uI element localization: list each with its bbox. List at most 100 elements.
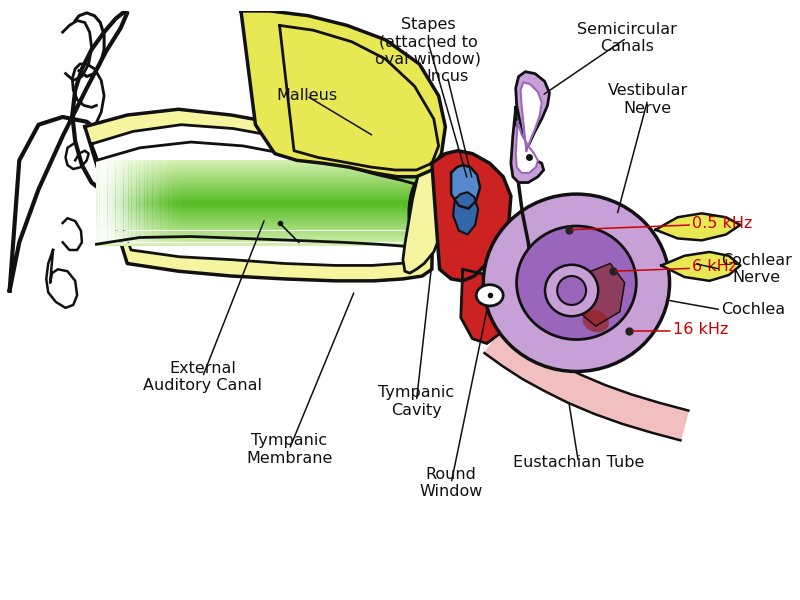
Polygon shape [241, 11, 446, 177]
Text: Semicircular
Canals: Semicircular Canals [577, 22, 677, 54]
Bar [96, 169, 422, 170]
Bar [118, 160, 120, 244]
Bar [180, 160, 183, 244]
Polygon shape [521, 82, 542, 151]
Polygon shape [10, 11, 127, 290]
Bar [190, 160, 193, 244]
Ellipse shape [483, 194, 670, 371]
Bar [191, 160, 194, 244]
Circle shape [557, 276, 586, 305]
Polygon shape [662, 252, 740, 281]
Bar [96, 229, 422, 230]
Bar [96, 230, 422, 232]
Bar [122, 160, 125, 244]
Polygon shape [485, 328, 688, 440]
Bar [174, 160, 177, 244]
Bar [137, 160, 139, 244]
Bar [96, 167, 422, 169]
Polygon shape [451, 165, 480, 209]
Bar [188, 160, 191, 244]
Bar [96, 215, 422, 217]
Bar [96, 191, 422, 193]
Bar [96, 174, 422, 176]
Bar [96, 172, 422, 174]
Ellipse shape [545, 265, 598, 316]
Bar [127, 160, 130, 244]
Bar [103, 160, 106, 244]
Bar [96, 182, 422, 184]
Bar [143, 160, 146, 244]
Bar [145, 160, 147, 244]
Text: 6 kHz: 6 kHz [692, 259, 738, 274]
Bar [96, 179, 422, 181]
Bar [96, 217, 422, 218]
Ellipse shape [476, 285, 503, 306]
Text: Incus: Incus [426, 69, 469, 84]
Bar [156, 160, 158, 244]
Bar [102, 160, 104, 244]
Bar [96, 160, 99, 244]
Bar [116, 160, 118, 244]
Bar [166, 160, 168, 244]
Polygon shape [655, 214, 740, 241]
Bar [151, 160, 154, 244]
Bar [170, 160, 173, 244]
Bar [96, 166, 422, 167]
Text: Tympanic
Cavity: Tympanic Cavity [378, 385, 454, 418]
Bar [186, 160, 190, 244]
Bar [108, 160, 110, 244]
Bar [113, 160, 115, 244]
Bar [96, 170, 422, 172]
Text: External
Auditory Canal: External Auditory Canal [143, 361, 262, 394]
Bar [142, 160, 144, 244]
Bar [96, 200, 422, 202]
Bar [96, 208, 422, 210]
Polygon shape [461, 269, 516, 344]
Bar [96, 227, 422, 229]
Bar [96, 202, 422, 203]
Bar [183, 160, 186, 244]
Bar [175, 160, 178, 244]
Bar [126, 160, 128, 244]
Bar [96, 210, 422, 212]
Polygon shape [403, 157, 446, 273]
Polygon shape [432, 151, 511, 281]
Bar [154, 160, 157, 244]
Bar [96, 164, 422, 166]
Bar [119, 160, 122, 244]
Polygon shape [453, 192, 478, 235]
Polygon shape [516, 71, 550, 160]
Bar [96, 241, 422, 242]
Bar [96, 176, 422, 178]
Bar [96, 236, 422, 238]
Bar [134, 160, 136, 244]
Bar [96, 214, 422, 215]
Text: Stapes
(attached to
oval window): Stapes (attached to oval window) [375, 17, 481, 67]
Bar [96, 194, 422, 196]
Bar [158, 160, 160, 244]
Bar [100, 160, 102, 244]
Bar [96, 239, 422, 241]
Bar [164, 160, 166, 244]
Text: Cochlea: Cochlea [721, 302, 785, 317]
Bar [96, 205, 422, 206]
Bar [96, 190, 422, 191]
Bar [96, 226, 422, 227]
Bar [177, 160, 180, 244]
Text: Cochlear
Nerve: Cochlear Nerve [721, 253, 792, 286]
Text: Round
Window: Round Window [419, 467, 483, 499]
Bar [135, 160, 138, 244]
Bar [96, 242, 422, 244]
Ellipse shape [582, 310, 609, 332]
Bar [169, 160, 171, 244]
Bar [159, 160, 162, 244]
Bar [162, 160, 165, 244]
Bar [185, 160, 188, 244]
Bar [96, 206, 422, 208]
Bar [98, 160, 101, 244]
Bar [96, 181, 422, 182]
Polygon shape [511, 107, 544, 182]
Bar [106, 160, 109, 244]
Polygon shape [516, 122, 538, 173]
Bar [161, 160, 163, 244]
